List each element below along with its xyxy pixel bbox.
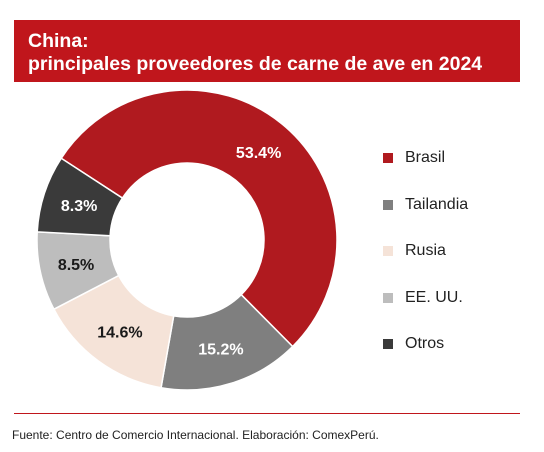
legend-item-otros: Otros [383, 335, 468, 382]
legend-label-rusia: Rusia [405, 242, 446, 259]
data-label-rusia: 14.6% [97, 325, 142, 342]
legend-swatch-brasil [383, 153, 393, 163]
data-label-brasil: 53.4% [236, 145, 281, 162]
legend-item-tailandia: Tailandia [383, 196, 468, 243]
legend-item-rusia: Rusia [383, 242, 468, 289]
legend-item-ee-uu: EE. UU. [383, 289, 468, 336]
legend-label-otros: Otros [405, 335, 445, 352]
data-label-otros: 8.3% [61, 198, 97, 215]
chart-title-banner: China: principales proveedores de carne … [14, 20, 520, 82]
legend-swatch-tailandia [383, 199, 393, 210]
legend-label-brasil: Brasil [405, 149, 446, 166]
legend-swatch-ee-uu [383, 292, 393, 303]
legend-label-tailandia: Tailandia [405, 195, 469, 213]
source-divider [14, 413, 520, 414]
chart-legend: Brasil Tailandia Rusia EE. UU. Otros [383, 149, 468, 382]
data-label-ee-uu: 8.5% [58, 257, 94, 274]
slice-otros [36, 157, 124, 237]
chart-title-line-2: principales proveedores de carne de ave … [28, 53, 483, 75]
chart-title-line-1: China: [28, 30, 89, 52]
legend-label-ee-uu: EE. UU. [405, 288, 463, 306]
source-note: Fuente: Centro de Comercio Internacional… [12, 428, 379, 442]
legend-swatch-otros [383, 339, 393, 349]
legend-swatch-rusia [383, 246, 393, 256]
legend-item-brasil: Brasil [383, 149, 468, 196]
data-label-tailandia: 15.2% [198, 341, 243, 358]
slice-brasil [60, 89, 338, 348]
